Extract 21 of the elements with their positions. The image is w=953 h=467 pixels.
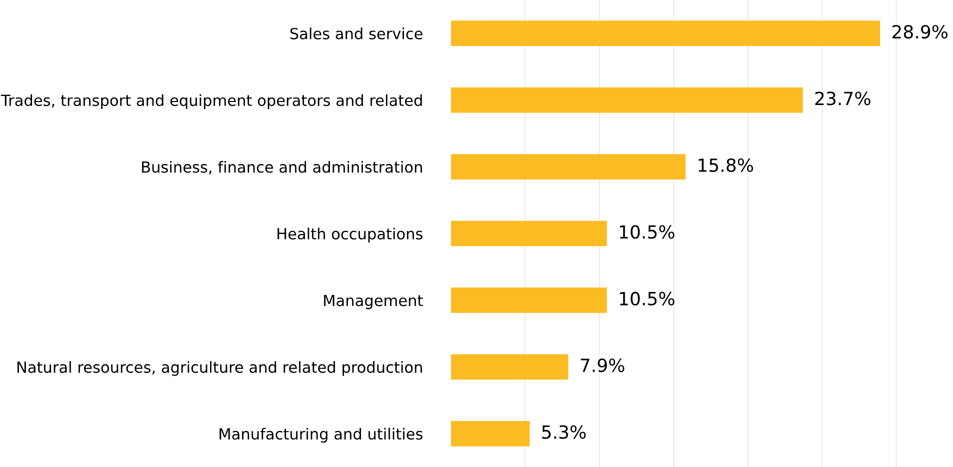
bar [451, 420, 530, 446]
data-label: 10.5% [620, 292, 674, 306]
bar [451, 288, 607, 313]
y-tick-label: Manufacturing and utilities [220, 428, 422, 443]
y-tick-label: Management [324, 294, 423, 310]
data-label: 10.5% [620, 225, 674, 239]
y-tick-label: Trades, transport and equipment operators and related [0, 94, 422, 110]
data-label: 28.9% [892, 24, 948, 39]
data-label: 23.7% [815, 92, 870, 106]
y-tick-label: Business, finance and administration [142, 160, 422, 174]
data-label: 15.8% [698, 158, 754, 172]
y-tick-label: Sales and service [290, 28, 422, 40]
bar [451, 154, 686, 180]
data-label: 5.3% [542, 425, 586, 439]
y-tick-label: Health occupations [278, 228, 422, 242]
bar [451, 20, 880, 46]
bar [451, 87, 803, 113]
data-label: 7.9% [580, 358, 624, 372]
y-tick-label: Natural resources, agriculture and related production [17, 361, 422, 376]
bar [451, 354, 568, 380]
bar [451, 220, 607, 246]
